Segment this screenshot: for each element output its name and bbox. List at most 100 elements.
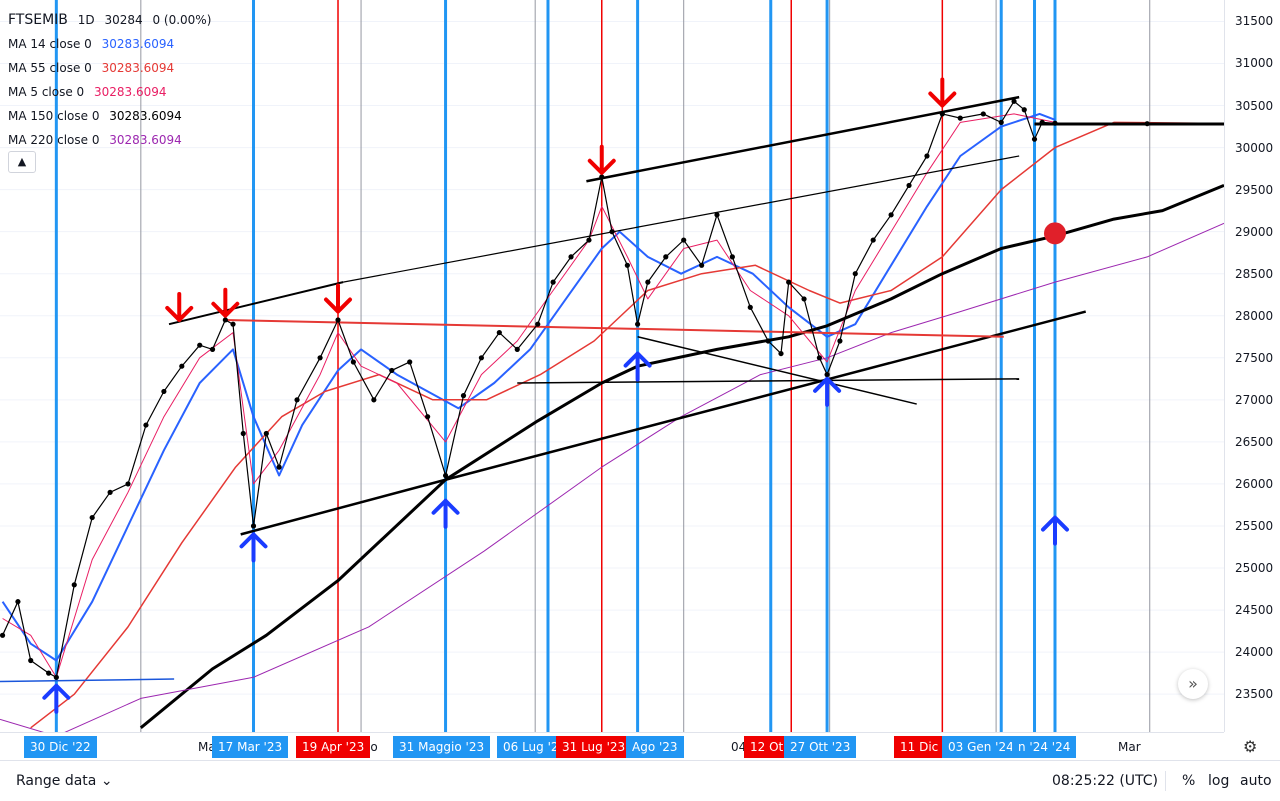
price-point [46, 670, 52, 676]
price-point [714, 212, 720, 218]
price-point [371, 397, 377, 403]
price-chart[interactable] [0, 0, 1224, 732]
clock-time[interactable]: 08:25:22 (UTC) [1052, 773, 1159, 789]
price-tick-label: 28000 [1235, 308, 1274, 323]
date-marker-label: 19 Apr '23 [296, 736, 371, 758]
price-point [125, 481, 131, 487]
price-point [816, 355, 823, 361]
trend-line [586, 95, 1020, 183]
symbol-name[interactable]: FTSEMIB [8, 12, 68, 28]
price-point [998, 119, 1004, 125]
up-arrow-icon [239, 532, 268, 563]
down-arrow-icon [587, 144, 616, 175]
bottom-toolbar: Range data ⌄ 08:25:22 (UTC) % log auto [0, 760, 1280, 801]
price-line [2, 100, 1148, 679]
price-point [939, 111, 945, 117]
price-point [317, 355, 323, 361]
price-point [870, 237, 876, 243]
price-point [663, 254, 669, 260]
percent-toggle[interactable]: % [1182, 773, 1196, 789]
price-axis[interactable]: 31500 31000 30500 30000 29500 29000 28500 28000… [1224, 0, 1280, 732]
legend: FTSEMIB 1D 30284 0 (0.00%) MA 14 close 0… [8, 8, 217, 173]
date-marker-label: 30 Dic '22 [24, 736, 97, 758]
price-point [276, 464, 282, 470]
price-point [699, 262, 705, 268]
series-line [30, 121, 1199, 729]
time-tick-label: Ma [198, 740, 216, 754]
down-arrow-icon [324, 283, 353, 314]
legend-ma-row[interactable]: MA 55 close 0 30283.6094 [8, 56, 217, 80]
price-tick-label: 27500 [1235, 350, 1274, 365]
price-point [1021, 107, 1027, 113]
chart-area[interactable] [0, 0, 1224, 732]
price-change: 0 (0.00%) [152, 13, 212, 27]
legend-symbol-row: FTSEMIB 1D 30284 0 (0.00%) [8, 8, 217, 32]
price-point [442, 472, 449, 479]
auto-toggle[interactable]: auto [1240, 773, 1272, 789]
price-point [53, 674, 59, 680]
price-point [350, 359, 356, 365]
date-marker-label: 17 Mar '23 [212, 736, 289, 758]
legend-ma-row[interactable]: MA 5 close 0 30283.6094 [8, 80, 217, 104]
date-marker-label: 31 Lug '23 [556, 736, 632, 758]
ma-label: MA 55 close 0 [8, 61, 92, 75]
trend-line [0, 678, 175, 683]
ma-value: 30283.6094 [109, 109, 182, 123]
legend-ma-row[interactable]: MA 220 close 0 30283.6094 [8, 128, 217, 152]
trend-line [240, 478, 446, 536]
log-toggle[interactable]: log [1208, 773, 1230, 789]
price-point [240, 430, 246, 437]
price-point [729, 254, 735, 260]
range-dropdown[interactable]: Range data ⌄ [16, 773, 113, 789]
price-point [71, 582, 77, 588]
up-arrow-icon [1041, 515, 1069, 546]
trend-line [517, 378, 1020, 384]
up-arrow-icon [813, 376, 842, 407]
price-tick-label: 23500 [1235, 687, 1274, 702]
price-point [586, 237, 592, 243]
divider [1165, 771, 1166, 791]
price-point [209, 346, 216, 352]
price-point [957, 115, 963, 121]
price-tick-label: 27000 [1235, 392, 1274, 407]
price-point [906, 182, 912, 189]
date-marker-label: 11 Dic [894, 736, 945, 758]
chevron-up-icon[interactable]: ▲ [8, 151, 36, 173]
price-tick-label: 31000 [1235, 56, 1274, 71]
price-point [0, 632, 6, 638]
price-tick-label: 30000 [1235, 140, 1274, 155]
price-point [747, 304, 753, 310]
time-tick-label: Mar [1118, 740, 1141, 754]
series-line [139, 184, 1224, 729]
price-point [143, 422, 149, 428]
price-point [222, 317, 228, 323]
ma-label: MA 5 close 0 [8, 85, 85, 99]
price-value: 30284 [104, 13, 143, 27]
series-line [2, 113, 1056, 678]
date-marker-label: 03 Gen '24 [942, 736, 1020, 758]
price-point [837, 338, 843, 344]
date-marker-label: Ago '23 [626, 736, 684, 758]
legend-ma-row[interactable]: MA 14 close 0 30283.6094 [8, 32, 217, 56]
price-point [179, 363, 185, 369]
price-point [980, 111, 986, 117]
price-point [624, 262, 630, 268]
price-tick-label: 26500 [1235, 434, 1274, 449]
price-point [230, 321, 236, 327]
price-tick-label: 24000 [1235, 645, 1274, 660]
time-tick-label: io [367, 740, 378, 754]
scroll-to-realtime-icon[interactable]: » [1178, 669, 1208, 699]
date-marker-label: 27 Ott '23 [784, 736, 857, 758]
down-arrow-icon [211, 287, 240, 318]
price-point [478, 355, 485, 361]
price-point [107, 489, 113, 495]
gear-icon[interactable]: ⚙ [1243, 737, 1258, 756]
price-point [924, 153, 930, 159]
price-point [514, 346, 520, 352]
legend-ma-row[interactable]: MA 150 close 0 30283.6094 [8, 104, 217, 128]
price-tick-label: 31500 [1235, 14, 1274, 29]
price-point [28, 657, 34, 664]
interval-label[interactable]: 1D [77, 13, 95, 27]
ma-value: 30283.6094 [109, 133, 182, 147]
